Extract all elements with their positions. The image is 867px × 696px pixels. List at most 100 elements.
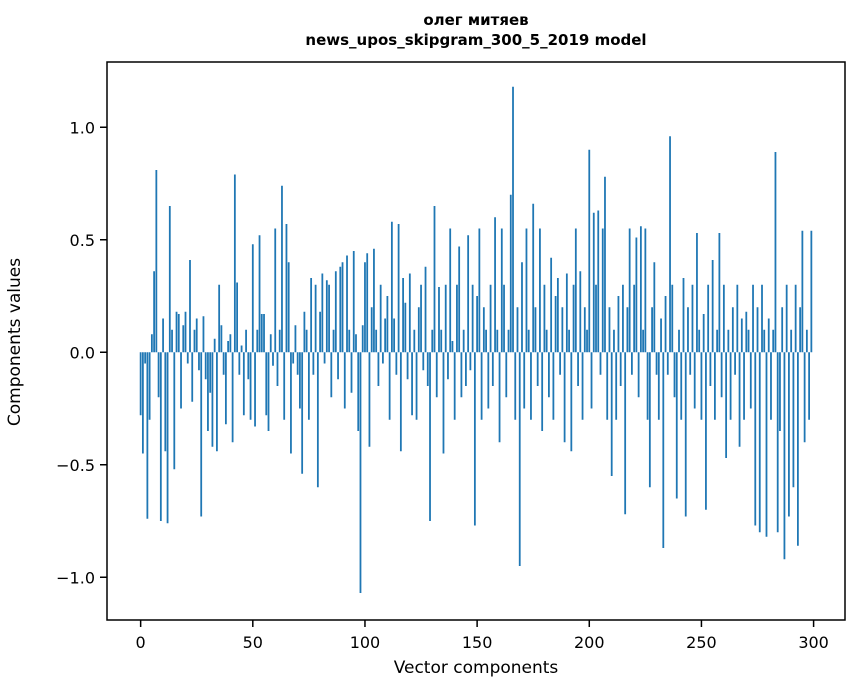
bar	[498, 352, 501, 443]
bar	[429, 352, 431, 521]
bar	[384, 318, 387, 353]
bar	[207, 352, 209, 431]
bar	[247, 352, 250, 380]
bar	[260, 314, 263, 353]
bar	[382, 352, 384, 364]
bar	[334, 271, 337, 353]
bar	[377, 352, 380, 386]
axes-spines	[106, 61, 846, 621]
bar	[805, 329, 808, 353]
bar	[774, 152, 777, 353]
bar	[619, 352, 622, 386]
bar	[393, 318, 396, 353]
chart-title: олег митяев news_upos_skipgram_300_5_201…	[107, 10, 845, 50]
bar	[265, 352, 268, 416]
bar	[339, 266, 342, 353]
bar	[548, 352, 550, 398]
bar	[702, 314, 705, 353]
bar	[579, 271, 582, 353]
bar	[200, 352, 203, 517]
bar	[285, 224, 288, 353]
bar	[283, 352, 286, 420]
bar	[648, 352, 651, 488]
bar	[622, 284, 624, 353]
bar	[355, 334, 357, 353]
bar	[588, 149, 591, 353]
bar	[314, 284, 317, 353]
bar	[157, 352, 160, 398]
bar	[153, 271, 155, 353]
bar	[653, 262, 656, 353]
bar	[700, 352, 703, 420]
x-tick-label: 250	[686, 633, 717, 652]
bar	[772, 329, 775, 353]
bar	[722, 284, 725, 353]
bar	[776, 352, 779, 533]
bar	[202, 316, 205, 353]
bar	[139, 352, 142, 416]
bar	[682, 278, 685, 353]
bar	[491, 352, 494, 386]
bar	[276, 352, 279, 386]
bar	[552, 352, 555, 420]
bar	[462, 329, 465, 353]
bar	[451, 341, 454, 353]
bar	[337, 352, 339, 380]
bar	[527, 329, 530, 353]
bar	[810, 230, 813, 353]
bar	[617, 296, 620, 353]
bar	[290, 352, 292, 454]
bar	[785, 284, 788, 353]
bar	[761, 284, 763, 353]
bar	[758, 352, 761, 533]
bar	[465, 352, 467, 386]
bar	[482, 307, 485, 353]
bar	[507, 329, 510, 353]
bar-series	[139, 86, 813, 593]
bar	[565, 273, 568, 353]
bar	[155, 170, 158, 353]
bar	[604, 176, 606, 353]
bar	[628, 228, 631, 353]
bar	[216, 352, 218, 452]
bar	[512, 86, 514, 353]
bar	[770, 352, 772, 420]
bar	[411, 352, 413, 416]
bar	[624, 352, 627, 515]
bar	[220, 325, 223, 353]
bar	[449, 228, 452, 353]
bar	[478, 228, 481, 353]
bar	[738, 352, 741, 447]
bar	[595, 284, 597, 353]
bar	[556, 278, 559, 353]
bar	[458, 246, 461, 353]
bar	[568, 329, 570, 353]
bar	[779, 352, 781, 431]
bar	[222, 352, 225, 375]
bar	[660, 318, 662, 353]
bar	[456, 284, 458, 353]
x-tick-label: 150	[462, 633, 493, 652]
bar	[496, 329, 499, 353]
bar	[186, 352, 189, 364]
bar	[505, 352, 508, 398]
bar	[211, 352, 214, 447]
bar	[500, 228, 503, 353]
bar	[164, 352, 167, 452]
bar	[256, 329, 259, 353]
bar	[159, 352, 162, 521]
bar	[646, 352, 649, 420]
y-tick-label: −0.5	[56, 456, 95, 475]
bar	[442, 352, 445, 454]
bar	[756, 307, 759, 353]
bar	[684, 352, 687, 517]
bar	[570, 352, 573, 452]
bar	[705, 352, 707, 510]
bar	[637, 352, 640, 398]
bar	[608, 307, 611, 353]
bar	[294, 325, 297, 353]
bar	[754, 352, 757, 526]
bar	[357, 352, 360, 431]
